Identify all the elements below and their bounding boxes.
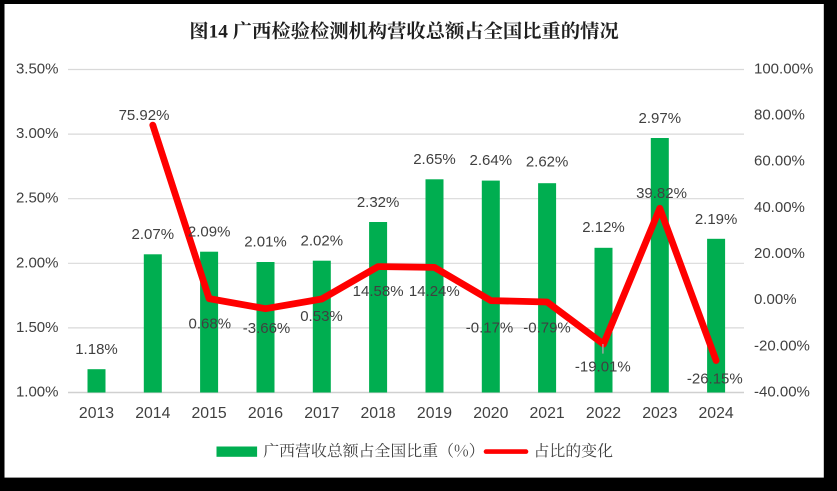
svg-text:80.00%: 80.00% <box>754 107 805 124</box>
svg-text:2.64%: 2.64% <box>470 152 513 169</box>
svg-text:2.07%: 2.07% <box>132 226 175 243</box>
svg-text:1.50%: 1.50% <box>16 319 59 336</box>
svg-text:2.01%: 2.01% <box>244 234 287 251</box>
svg-text:-0.17%: -0.17% <box>466 319 514 336</box>
svg-text:2023: 2023 <box>642 405 677 422</box>
svg-text:2013: 2013 <box>79 405 114 422</box>
svg-text:75.92%: 75.92% <box>119 107 170 124</box>
svg-text:-26.15%: -26.15% <box>687 371 743 388</box>
svg-text:2.12%: 2.12% <box>582 219 625 236</box>
svg-text:14: 14 <box>209 22 229 43</box>
svg-text:-40.00%: -40.00% <box>754 384 810 401</box>
svg-text:2.32%: 2.32% <box>357 194 400 211</box>
svg-text:2.62%: 2.62% <box>526 154 569 171</box>
svg-text:2017: 2017 <box>304 405 339 422</box>
svg-text:39.82%: 39.82% <box>636 185 687 202</box>
svg-text:-3.66%: -3.66% <box>243 320 291 337</box>
svg-text:0.68%: 0.68% <box>189 315 232 332</box>
svg-text:3.00%: 3.00% <box>16 125 59 142</box>
svg-text:2016: 2016 <box>248 405 283 422</box>
svg-text:2019: 2019 <box>417 405 452 422</box>
svg-text:-0.79%: -0.79% <box>523 319 571 336</box>
svg-text:2.97%: 2.97% <box>639 110 682 127</box>
svg-text:2018: 2018 <box>361 405 396 422</box>
svg-text:-20.00%: -20.00% <box>754 337 810 354</box>
svg-text:60.00%: 60.00% <box>754 153 805 170</box>
svg-text:40.00%: 40.00% <box>754 199 805 216</box>
svg-text:14.24%: 14.24% <box>409 283 460 300</box>
svg-text:2.00%: 2.00% <box>16 254 59 271</box>
svg-text:2.19%: 2.19% <box>695 211 738 228</box>
svg-text:2024: 2024 <box>699 405 734 422</box>
svg-text:2.02%: 2.02% <box>301 233 344 250</box>
svg-text:0.00%: 0.00% <box>754 291 797 308</box>
svg-text:3.50%: 3.50% <box>16 61 59 78</box>
svg-text:100.00%: 100.00% <box>754 61 813 78</box>
svg-text:0.53%: 0.53% <box>300 308 343 325</box>
svg-text:1.00%: 1.00% <box>16 384 59 401</box>
svg-text:2021: 2021 <box>530 405 565 422</box>
svg-text:20.00%: 20.00% <box>754 245 805 262</box>
svg-text:-19.01%: -19.01% <box>575 359 631 376</box>
svg-text:1.18%: 1.18% <box>75 341 118 358</box>
svg-text:14.58%: 14.58% <box>353 283 404 300</box>
svg-text:2020: 2020 <box>473 405 508 422</box>
svg-text:2022: 2022 <box>586 405 621 422</box>
svg-text:2015: 2015 <box>192 405 227 422</box>
svg-text:2.65%: 2.65% <box>413 151 456 168</box>
svg-text:2.50%: 2.50% <box>16 190 59 207</box>
svg-text:2014: 2014 <box>135 405 170 422</box>
svg-text:2.09%: 2.09% <box>188 223 231 240</box>
